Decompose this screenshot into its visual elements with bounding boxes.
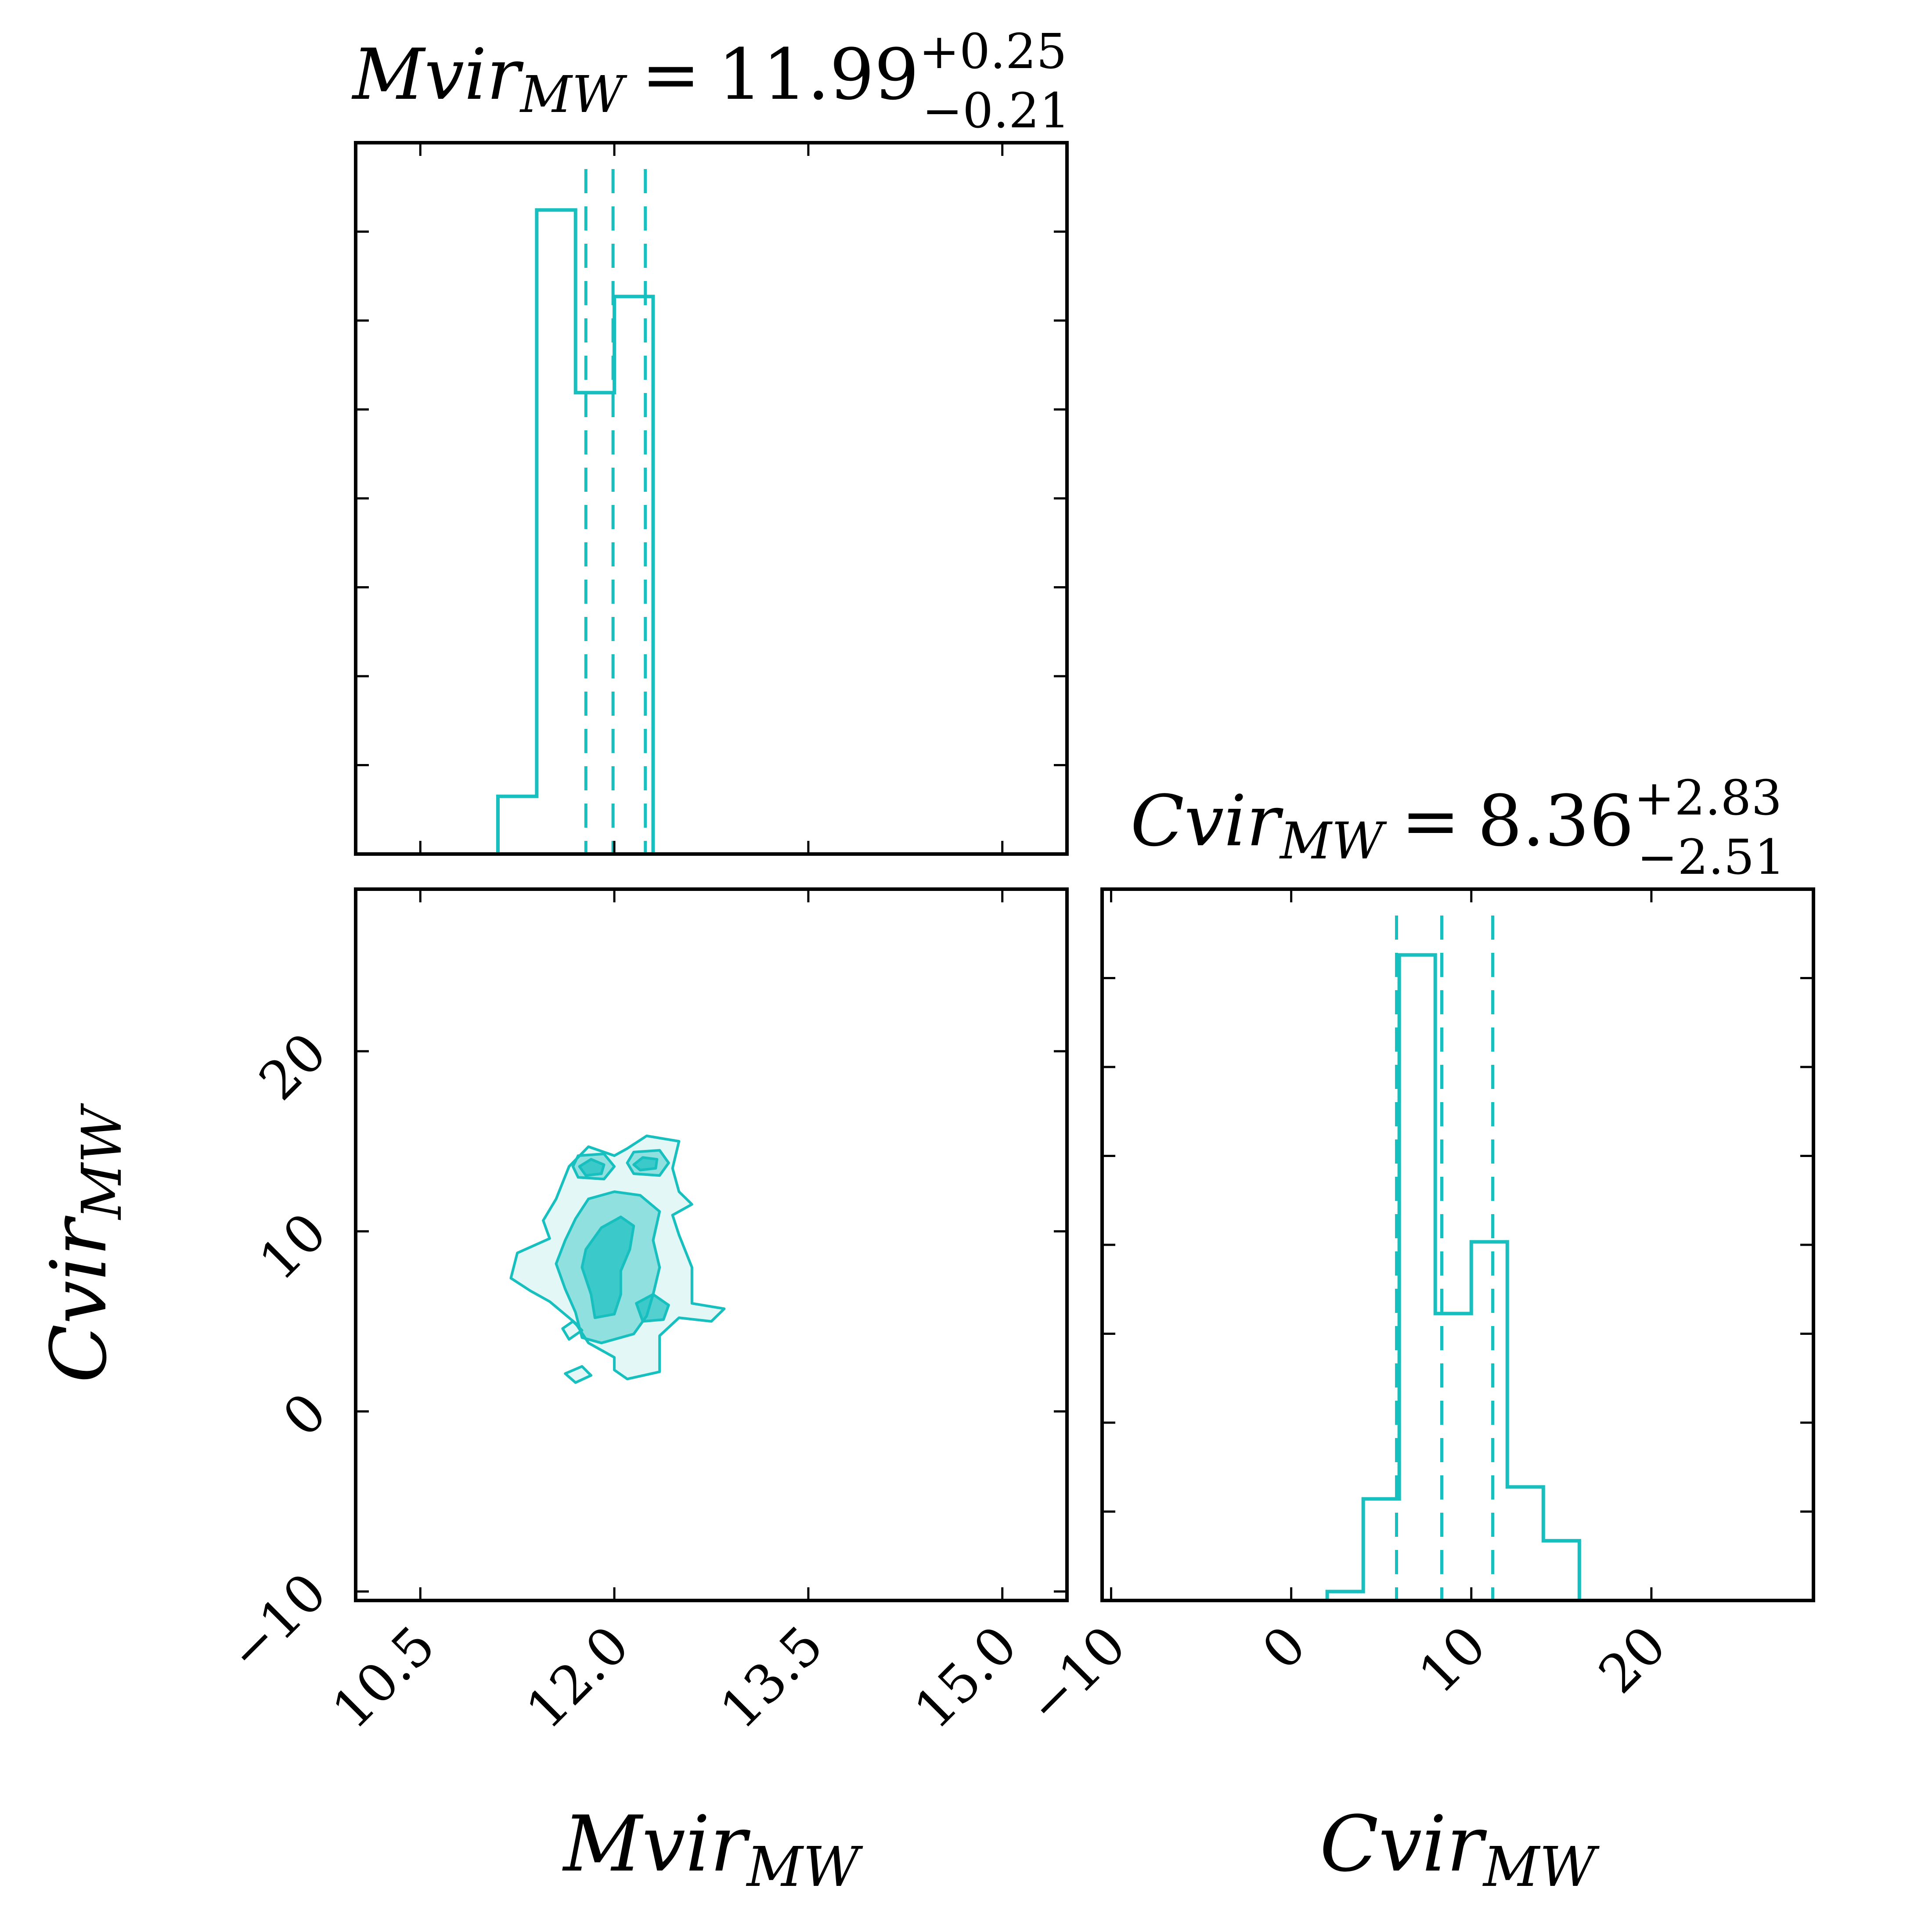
- contour-level-1-region-1: [561, 1320, 584, 1341]
- hist-mvir-title: MvirMW = 11.99+0.25 −0.21: [351, 23, 1070, 139]
- hist-cvir-xlabel: CvirMW: [1320, 1800, 1600, 1899]
- contour-level-1-region-2: [564, 1365, 593, 1384]
- hist-mvir-title-median: 11.99: [718, 33, 919, 115]
- hist-cvir-title-median: 8.36: [1478, 780, 1634, 862]
- hist-cvir-title: CvirMW = 8.36+2.83 −2.51: [1131, 770, 1785, 885]
- hist-cvir-frame: [1100, 887, 1815, 1602]
- hist-cvir-title-plus: +2.83: [1634, 770, 1782, 826]
- joint-xlabel: MvirMW: [562, 1800, 863, 1899]
- joint-contours: [509, 1134, 726, 1384]
- hist-cvir-title-param: Cvir: [1131, 780, 1284, 862]
- joint-frame: [354, 887, 1069, 1602]
- hist-cvir-title-sub: MW: [1279, 812, 1387, 871]
- contour-level-3-region-3: [632, 1156, 659, 1171]
- contour-level-3-region-0: [580, 1215, 635, 1319]
- hist-cvir-xlabel-sub: MW: [1482, 1835, 1600, 1899]
- joint-ylabel-param: Cvir: [35, 1215, 124, 1383]
- hist-mvir-title-plus: +0.25: [919, 23, 1067, 79]
- hist-mvir-frame: [354, 141, 1069, 856]
- hist-mvir-ticks: [356, 143, 1067, 854]
- contour-level-3-region-1: [635, 1293, 670, 1323]
- hist-mvir-title-param: Mvir: [351, 33, 524, 115]
- joint-ylabel: CvirMW: [35, 1103, 134, 1383]
- hist-cvir-title-eq: =: [1401, 780, 1460, 862]
- hist-cvir-title-minus: −2.51: [1637, 829, 1785, 885]
- panel-hist-mvir: MvirMW = 11.99+0.25 −0.21: [351, 23, 1070, 856]
- hist-cvir-marks: [1111, 916, 1615, 1602]
- contour-level-3-region-2: [578, 1158, 606, 1177]
- hist-mvir-title-sub: MW: [519, 65, 627, 124]
- hist-mvir-title-minus: −0.21: [922, 83, 1070, 139]
- joint-xlabel-param: Mvir: [562, 1800, 751, 1889]
- joint-ylabel-sub: MW: [70, 1103, 134, 1220]
- joint-xlabel-sub: MW: [746, 1835, 863, 1899]
- hist-mvir-title-eq: =: [642, 33, 700, 115]
- hist-cvir-xlabel-param: Cvir: [1320, 1800, 1488, 1889]
